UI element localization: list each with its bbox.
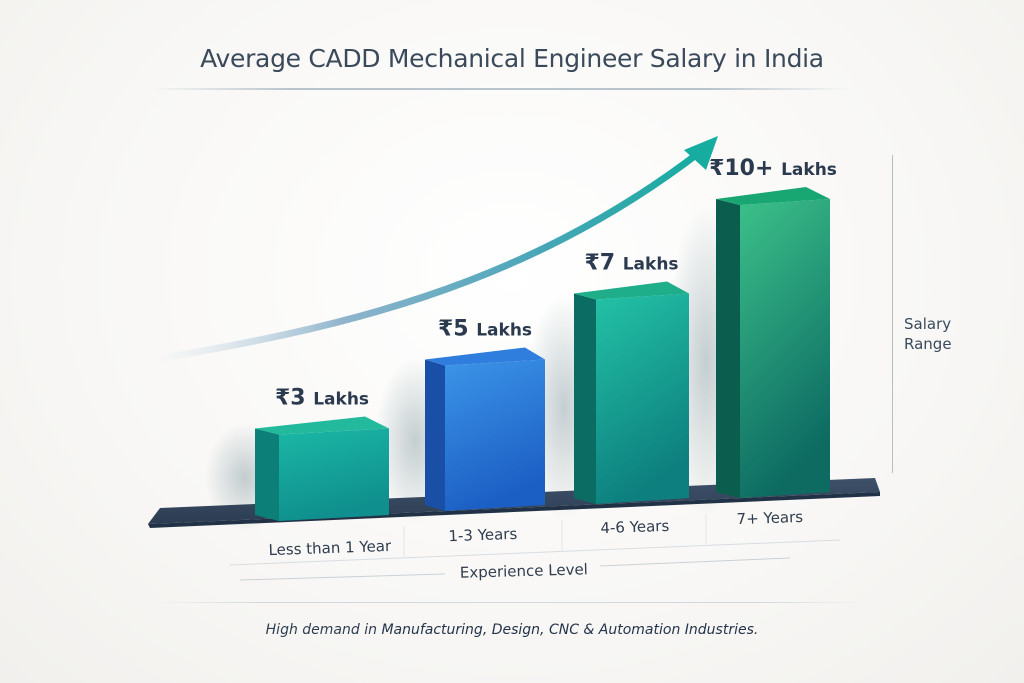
bar-side-face (716, 199, 740, 498)
bar-front-face (596, 293, 689, 504)
trend-arrowhead-icon (684, 136, 718, 170)
value-amount: ₹10+ (709, 156, 781, 181)
value-label: ₹7 Lakhs (584, 251, 678, 276)
value-unit: Lakhs (313, 390, 369, 410)
y-axis-title: Salary Range (904, 314, 952, 354)
x-axis-title-rule-right (599, 557, 791, 567)
bar-side-face (425, 359, 445, 511)
y-range-line (892, 155, 893, 473)
category-label: Less than 1 Year (268, 537, 392, 559)
category-label: 4-6 Years (600, 517, 670, 537)
bar-front-face (445, 359, 545, 511)
chart-title: Average CADD Mechanical Engineer Salary … (200, 44, 824, 73)
value-amount: ₹5 (438, 317, 476, 342)
footnote: High demand in Manufacturing, Design, CN… (0, 622, 1024, 638)
value-amount: ₹3 (275, 386, 313, 411)
footnote-industries: Manufacturing, Design, CNC & Automation … (381, 622, 759, 638)
bar-top-face (255, 416, 389, 435)
bar-top-face (574, 281, 689, 300)
y-axis-title-word: Salary (904, 315, 952, 333)
bar-4 (716, 187, 830, 498)
footer-divider (150, 602, 870, 603)
bar-top-face (716, 187, 830, 205)
value-label: ₹3 Lakhs (275, 386, 369, 411)
bar-1 (255, 416, 389, 521)
bar-front-face (279, 428, 389, 521)
value-label: ₹10+ Lakhs (709, 156, 837, 181)
footnote-prefix: High demand in (265, 622, 382, 638)
category-label: 1-3 Years (448, 525, 518, 545)
value-amount: ₹7 (584, 251, 622, 276)
value-unit: Lakhs (781, 160, 837, 180)
category-dividers (229, 514, 841, 566)
bar-side-face (574, 293, 596, 504)
base-platform-edge (148, 492, 880, 528)
category-label: 7+ Years (736, 508, 803, 528)
title-divider (150, 88, 850, 90)
y-axis-title-word: Range (904, 335, 952, 353)
bar-2 (425, 347, 545, 511)
bar-front-face (740, 199, 830, 498)
trend-arrow (146, 148, 704, 364)
x-axis-title: Experience Level (460, 560, 588, 582)
value-unit: Lakhs (623, 255, 679, 275)
bar-top-face (425, 347, 545, 366)
bar-side-face (255, 428, 279, 521)
x-axis-title-rule-left (239, 573, 446, 581)
value-label: ₹5 Lakhs (438, 317, 532, 342)
value-unit: Lakhs (476, 321, 532, 341)
bar-3 (574, 281, 689, 504)
